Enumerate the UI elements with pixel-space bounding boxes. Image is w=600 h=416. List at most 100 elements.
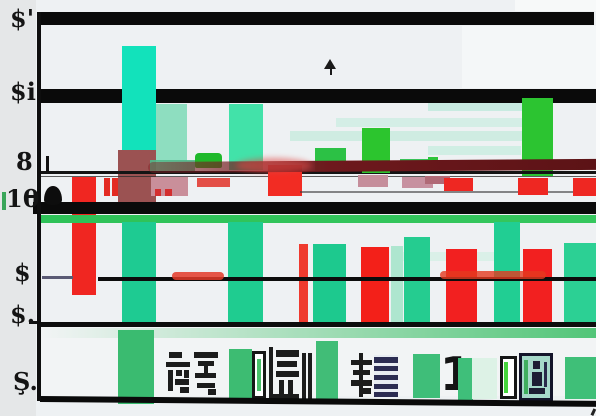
glyph-stroke [176,370,182,376]
block-red [518,178,548,195]
red-glow [236,158,312,173]
red-ellipse-overlay [440,271,546,279]
xlabel-framed-green [252,351,266,399]
glyph-stroke [166,361,190,367]
bar-red-tall [72,177,96,295]
faint-teal-streak [428,103,525,111]
glyph-stroke [374,374,398,381]
glyph-stroke [362,388,371,395]
glyph-stroke [276,361,297,367]
pink-red-dash [155,189,161,196]
bar-red [361,247,389,322]
red-tick [112,178,118,196]
glyph-stroke [351,380,372,386]
right-light-patch [462,26,596,88]
glyph-stroke [543,362,548,388]
black-blob-marker [44,186,62,205]
glyph-stroke [353,369,370,375]
glyph-stroke [204,360,208,375]
block-red [444,178,473,191]
black-band-second [37,89,597,103]
mid-black-line [98,276,598,281]
glyph-stroke [374,383,398,389]
glyph-stroke [269,347,273,402]
bar-red [446,249,477,322]
y-axis-label: $i [10,77,36,106]
glyph-stroke [196,382,216,388]
pink-red-dash [165,189,172,196]
xlabel-green-block [229,349,252,400]
y-axis-line [36,12,41,401]
bar-teal [228,222,263,322]
xlabel-green-block [565,357,600,399]
glyph-stroke [208,389,216,396]
glyph-stroke [168,370,173,391]
red-ellipse-overlay [172,272,224,280]
glyph-stroke [174,379,189,385]
block-pink [358,175,388,187]
glyph-stroke [278,380,284,395]
thin-gridline [38,175,598,177]
thin-gridline [38,171,598,174]
y-axis-label: $ [14,258,31,287]
glyph-stroke [359,353,364,397]
bar-teal [122,222,156,322]
xlabel-garbled-glyph [166,352,191,396]
glyph-stroke [275,350,299,357]
glyph-stroke [183,369,189,378]
xlabel-garbled-glyph [301,353,313,400]
right-white-strip [596,0,600,416]
faint-teal-streak [336,118,525,127]
glyph-stroke [351,360,372,366]
bottom-axis-line [38,322,596,327]
red-tick [104,178,110,196]
bar-teal [313,244,346,322]
faint-teal-streak [428,146,521,155]
glyph-stroke [168,352,183,359]
faint-teal-streak [395,252,495,261]
black-band-top [40,12,594,25]
glyph-stroke [257,359,261,391]
bar-teal-tall-top [122,46,156,153]
glyph-stroke [532,371,543,387]
glyph-stroke [195,373,217,379]
triangle-marker-stem [330,69,332,75]
xlabel-garbled-glyph [269,347,302,402]
glyph-stroke [533,361,541,370]
glyph-stroke [275,371,299,377]
glyph-stroke [302,353,307,400]
triangle-marker [324,59,336,69]
block-pink [402,177,433,188]
y-axis-label: $. [10,300,36,329]
candle-wick-tick [46,156,49,172]
thin-gridline-right [300,191,598,193]
left-margin [0,0,36,416]
block-red [573,178,599,196]
bar-teal-light-sliver [391,246,403,322]
y-axis-label: Ş. [13,367,38,396]
glyph-stroke [179,387,189,394]
top-right-white-patch [515,0,597,11]
xlabel-framed-green [500,356,517,399]
xlabel-striped-block [374,355,398,397]
glyph-stroke [374,365,398,372]
xlabel-framed-pawn-block [519,353,553,401]
block-mauve [425,176,450,184]
xlabel-garbled-glyph [351,353,372,397]
green-stripe [38,215,596,223]
glyph-stroke [194,351,218,358]
bar-green-bottom [118,330,154,404]
xlabel-green-block [316,341,338,400]
gridline-tick-10 [25,195,39,198]
y-axis-label: 10 [6,184,40,213]
bottom-green-gradient [41,328,596,338]
bar-red-sliver [299,244,308,322]
bar-red [523,249,552,322]
axis-tick [29,321,39,324]
xlabel-green-block [413,354,440,398]
glyph-stroke [504,361,509,394]
xlabel-hatched-block [472,358,497,399]
glyph-stroke [524,360,529,394]
black-band-third [33,202,600,214]
